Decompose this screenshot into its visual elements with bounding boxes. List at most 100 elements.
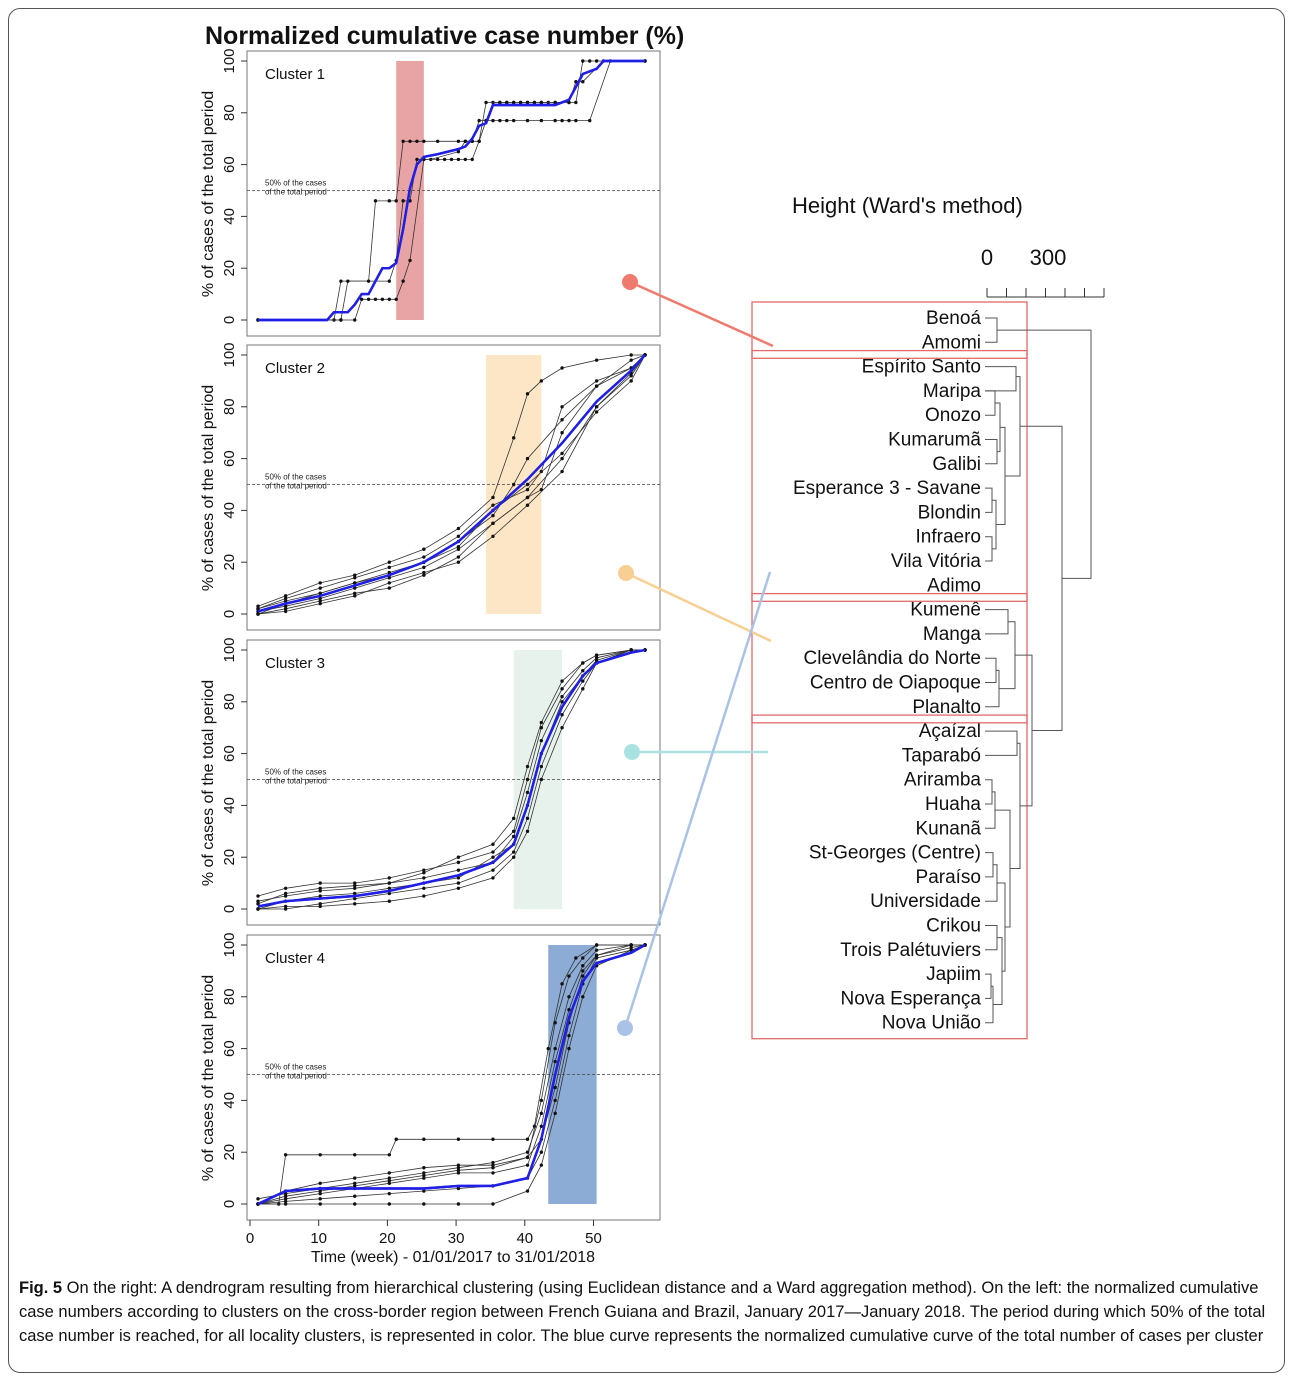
data-point	[283, 609, 288, 614]
data-point	[283, 886, 288, 890]
data-point	[560, 451, 564, 456]
data-point	[422, 555, 426, 559]
data-point	[373, 297, 378, 301]
data-point	[525, 1150, 530, 1154]
data-point	[318, 902, 322, 906]
data-point	[511, 436, 516, 440]
data-point	[283, 607, 288, 611]
data-point	[470, 157, 474, 162]
data-point	[387, 1176, 392, 1180]
data-point	[387, 876, 392, 880]
data-point	[318, 1189, 322, 1193]
data-point	[581, 59, 585, 63]
data-point	[581, 687, 585, 691]
data-point	[484, 100, 488, 105]
y-tick-label: 20	[221, 849, 238, 866]
data-point	[366, 279, 371, 283]
data-point	[567, 1008, 571, 1012]
data-point	[394, 1137, 398, 1141]
data-point	[456, 1166, 461, 1170]
data-point	[491, 513, 495, 518]
data-point	[525, 764, 530, 769]
data-point	[560, 469, 564, 474]
dendrogram-branch	[985, 864, 998, 902]
data-point	[456, 886, 461, 890]
mean-cumulative-curve	[257, 943, 646, 1206]
dendrogram-branch	[985, 487, 993, 513]
data-point	[594, 384, 599, 388]
dendrogram-branch	[985, 317, 998, 343]
plot-box	[246, 344, 661, 631]
y-tick-label: 100	[221, 932, 238, 957]
dendrogram-branch	[985, 985, 994, 1024]
data-point	[525, 1189, 530, 1193]
data-point	[539, 379, 544, 383]
cluster-box-1	[751, 301, 1028, 359]
data-point	[498, 100, 502, 105]
leaf-label: Huaha	[925, 794, 981, 815]
dendrogram: Height (Ward's method) 0 300 Benoá Amomi Espí…	[751, 193, 1105, 1040]
y-tick-label: 40	[221, 797, 238, 814]
data-point	[456, 157, 461, 162]
data-point	[456, 547, 461, 551]
data-point	[283, 907, 288, 911]
data-point	[422, 868, 426, 872]
x-tick-label: 30	[448, 1230, 465, 1247]
data-point	[560, 713, 564, 717]
data-point	[594, 379, 599, 383]
data-point	[256, 907, 260, 911]
caption-text: On the right: A dendrogram resulting fro…	[19, 1279, 1266, 1345]
data-point	[456, 149, 461, 154]
data-point	[456, 555, 461, 559]
leaf-label: Galibi	[932, 454, 981, 475]
data-point	[560, 366, 564, 370]
dendrogram-branch	[985, 657, 997, 683]
y-tick-label: 60	[221, 745, 238, 762]
data-point	[594, 656, 599, 660]
data-point	[387, 560, 392, 564]
data-point	[463, 139, 468, 143]
data-point	[525, 392, 530, 396]
leaf-label: Espírito Santo	[862, 357, 981, 378]
data-point	[456, 534, 461, 538]
leaf-label: Adimo	[927, 575, 981, 596]
data-point	[581, 80, 585, 84]
data-point	[594, 358, 599, 362]
data-point	[629, 379, 633, 383]
data-point	[511, 829, 516, 833]
data-point	[318, 889, 322, 893]
dendrogram-branch	[985, 973, 992, 999]
data-point	[318, 601, 322, 606]
data-point	[553, 1085, 557, 1090]
connector-dot-4	[617, 1020, 633, 1036]
dendrogram-branch	[1020, 425, 1063, 732]
data-point	[511, 834, 516, 839]
data-point	[387, 891, 392, 896]
y-tick-label: 0	[221, 316, 238, 324]
y-tick-label: 60	[221, 1040, 238, 1057]
y-tick-label: 0	[221, 610, 238, 618]
dendrogram-branch	[1005, 376, 1021, 477]
data-point	[525, 482, 530, 487]
dendrogram-branch	[985, 609, 1009, 635]
data-point	[283, 1202, 288, 1206]
leaf-label: Ariramba	[904, 770, 982, 791]
data-point	[456, 868, 461, 872]
figure-title: Normalized cumulative case number (%)	[205, 22, 684, 50]
cluster-box-2	[751, 349, 1028, 602]
data-point	[567, 118, 571, 123]
data-point	[408, 139, 412, 143]
data-point	[491, 842, 495, 846]
data-point	[553, 118, 557, 123]
figure-caption: Fig. 5 On the right: A dendrogram result…	[19, 1276, 1269, 1348]
data-point	[449, 157, 454, 162]
data-point	[560, 694, 564, 699]
data-point	[525, 487, 530, 492]
data-point	[560, 679, 564, 683]
y-tick-label: 40	[221, 1092, 238, 1109]
connector-line-2	[625, 571, 772, 643]
data-point	[532, 100, 537, 105]
data-point	[477, 139, 481, 143]
data-point	[373, 199, 378, 203]
